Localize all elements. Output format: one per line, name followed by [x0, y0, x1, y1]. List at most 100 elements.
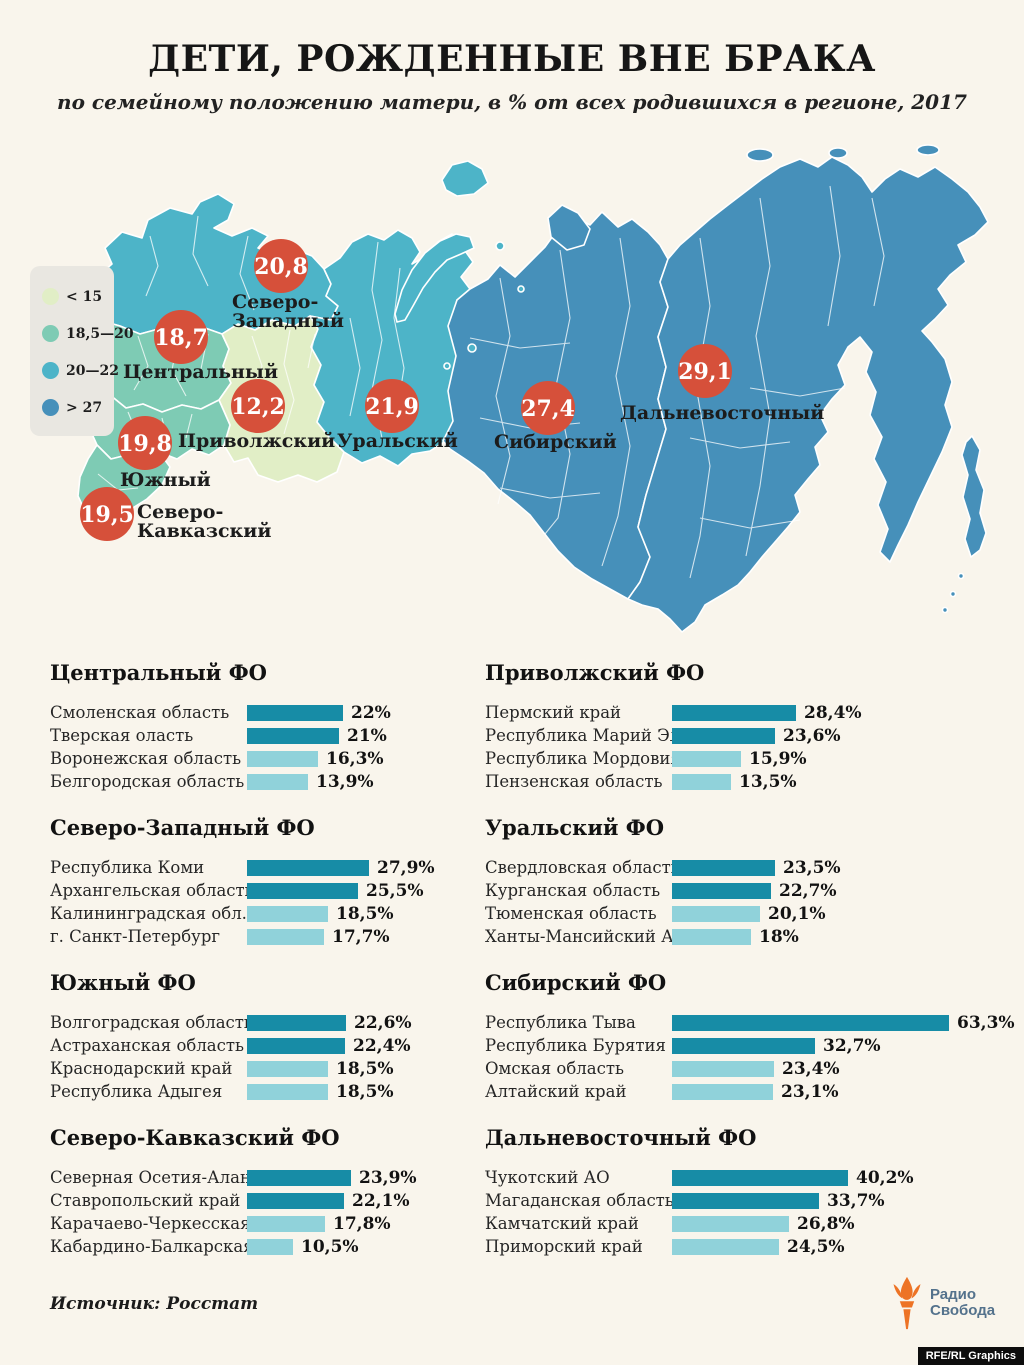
bar-row: Республика Коми 27,9%: [50, 856, 470, 879]
bar-value: 13,9%: [316, 771, 374, 792]
russia-map-svg: Северо-Западный20,8Центральный18,7Привол…: [52, 144, 989, 633]
map-district-label: Дальневосточный: [620, 402, 824, 424]
bar-row: Калининградская обл. 18,5%: [50, 902, 470, 925]
bar-value: 22,7%: [779, 880, 837, 901]
bar-row: Кабардино-Балкарская Р. 10,5%: [50, 1235, 470, 1258]
bar-value: 23,4%: [782, 1058, 840, 1079]
region-label: Смоленская область: [50, 703, 230, 722]
bar-section: Северо-Западный ФО Республика Коми 27,9% Ар…: [50, 815, 470, 948]
map-islet: [443, 362, 451, 370]
region-label: Чукотский АО: [485, 1168, 610, 1187]
map-islet: [517, 285, 525, 293]
bar-row: Пензенская область 13,5%: [485, 770, 1024, 793]
value-badge: [365, 379, 419, 433]
region-label: Республика Марий Эл: [485, 726, 681, 745]
bar-section: Приволжский ФО Пермский край 28,4% Республи…: [485, 660, 1024, 793]
bar: [247, 704, 343, 721]
bar-row: Архангельская область 25,5%: [50, 879, 470, 902]
map-island-sakhalin: [961, 435, 987, 558]
bar: [247, 1238, 293, 1255]
region-label: Республика Коми: [50, 858, 205, 877]
region-label: Пермский край: [485, 703, 622, 722]
map-district-label: Северо-: [137, 501, 223, 523]
legend-item: < 15: [42, 278, 114, 315]
bar-value: 32,7%: [823, 1035, 881, 1056]
logo-word-1: Радио: [930, 1286, 977, 1303]
source-note: Источник: Росстат: [50, 1294, 259, 1314]
bar-row: Магаданская область 33,7%: [485, 1189, 1024, 1212]
map-island-novaya-zemlya: [394, 233, 475, 323]
bar: [247, 1192, 344, 1209]
map-islet-kuril: [957, 572, 965, 580]
map-island-new-siberian: [746, 148, 774, 162]
bar: [672, 1192, 819, 1209]
bar: [247, 1215, 325, 1232]
bar: [247, 1083, 328, 1100]
map-islet-kuril: [949, 590, 957, 598]
bar-row: Смоленская область 22%: [50, 701, 470, 724]
bar-value: 22%: [351, 702, 391, 723]
bar-row: Курганская область 22,7%: [485, 879, 1024, 902]
logo-word-2: Свобода: [930, 1302, 996, 1319]
bar-section: Центральный ФО Смоленская область 22% Тверс…: [50, 660, 470, 793]
region-label: Ханты-Мансийский АО: [485, 927, 688, 946]
bar-row: Свердловская область 23,5%: [485, 856, 1024, 879]
region-label: Астраханская область: [50, 1036, 244, 1055]
bar: [247, 859, 369, 876]
bar-row: Краснодарский край 18,5%: [50, 1057, 470, 1080]
bar-row: Республика Адыгея 18,5%: [50, 1080, 470, 1103]
bar-row: Астраханская область 22,4%: [50, 1034, 470, 1057]
section-title: Сибирский ФО: [485, 970, 667, 995]
bar: [672, 1169, 848, 1186]
value-badge-text: 19,8: [118, 431, 172, 457]
bar: [672, 1014, 949, 1031]
region-label: Курганская область: [485, 881, 661, 900]
region-label: г. Санкт-Петербург: [50, 927, 221, 946]
bar: [672, 1060, 774, 1077]
value-badge-text: 29,1: [678, 359, 732, 385]
bar-row: Чукотский АО 40,2%: [485, 1166, 1024, 1189]
region-label: Магаданская область: [485, 1191, 674, 1210]
legend-label: 18,5—20: [66, 325, 134, 342]
bar-row: Ставропольский край 22,1%: [50, 1189, 470, 1212]
bar-value: 10,5%: [301, 1236, 359, 1257]
bar: [672, 750, 741, 767]
bar-value: 18,5%: [336, 1081, 394, 1102]
region-label: Пензенская область: [485, 772, 663, 791]
bar: [672, 882, 771, 899]
bar: [672, 773, 731, 790]
bar: [247, 882, 358, 899]
bar-row: Воронежская область 16,3%: [50, 747, 470, 770]
region-label: Омская область: [485, 1059, 624, 1078]
region-label: Тверская оласть: [50, 726, 194, 745]
map-island-severnaya-zemlya: [547, 204, 591, 251]
region-label: Республика Мордовия: [485, 749, 681, 768]
bar-value: 33,7%: [827, 1190, 885, 1211]
region-label: Белгородская область: [50, 772, 245, 791]
bar-row: Омская область 23,4%: [485, 1057, 1024, 1080]
bar: [247, 1037, 345, 1054]
bar: [247, 1169, 351, 1186]
russia-map: Северо- Западный 20,8 Центральный 18,7 Привол…: [0, 138, 1024, 652]
map-district-label: Приволжский: [178, 430, 335, 452]
bar-value: 18,5%: [336, 1058, 394, 1079]
section-title: Уральский ФО: [485, 815, 665, 840]
map-island-new-siberian-2: [828, 147, 848, 159]
legend-label: > 27: [66, 399, 103, 416]
region-label: Волгоградская область: [50, 1013, 253, 1032]
map-legend: < 15 18,5—20 20—22 > 27: [30, 266, 134, 436]
bar: [672, 1037, 815, 1054]
region-label: Республика Тыва: [485, 1013, 636, 1032]
bar-value: 63,3%: [957, 1012, 1015, 1033]
bar-row: Тверская оласть 21%: [50, 724, 470, 747]
section-title: Северо-Кавказский ФО: [50, 1125, 340, 1150]
bar-row: Приморский край 24,5%: [485, 1235, 1024, 1258]
page-title: ДЕТИ, РОЖДЕННЫЕ ВНЕ БРАКА: [148, 38, 876, 80]
bar-section: Северо-Кавказский ФО Северная Осетия-Алан…: [50, 1125, 470, 1258]
value-badge: [678, 344, 732, 398]
value-badge-text: 21,9: [365, 394, 419, 420]
region-label: Республика Адыгея: [50, 1082, 223, 1101]
region-label: Архангельская область: [50, 881, 254, 900]
bar-value: 23,5%: [783, 857, 841, 878]
legend-swatch: [42, 399, 59, 416]
